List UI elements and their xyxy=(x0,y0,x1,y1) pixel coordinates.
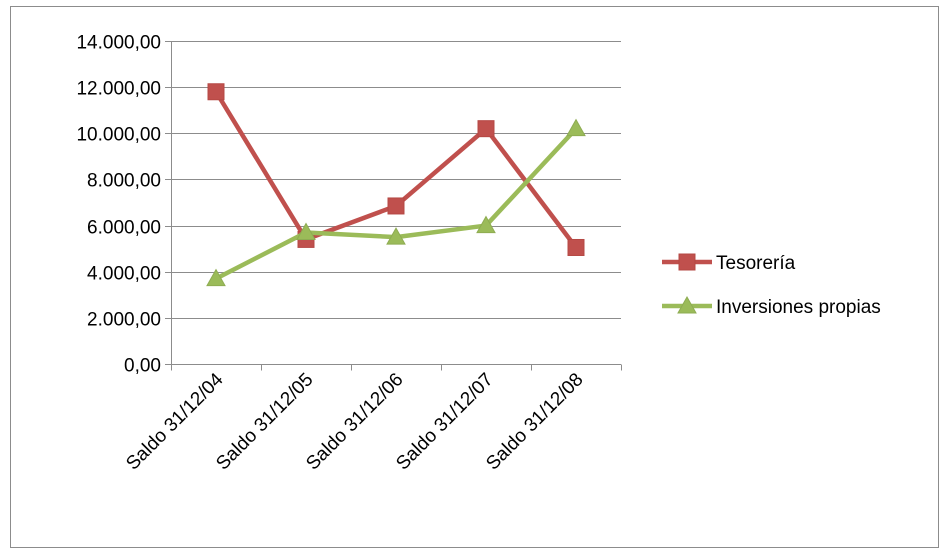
data-point-triangle xyxy=(296,222,316,240)
y-tick-label: 6.000,00 xyxy=(87,218,161,239)
x-tick-label: Saldo 31/12/07 xyxy=(392,369,497,474)
data-point-square xyxy=(387,197,405,215)
legend-item: Inversiones propias xyxy=(662,295,881,318)
y-tick-label: 10.000,00 xyxy=(76,125,161,146)
data-point-triangle xyxy=(206,268,226,287)
data-point-square xyxy=(567,238,585,256)
series xyxy=(206,83,586,287)
data-point-triangle xyxy=(566,118,586,137)
axes xyxy=(165,41,622,371)
y-tick-label: 0,00 xyxy=(124,356,161,377)
legend-marker-triangle xyxy=(677,295,697,314)
legend-label: Tesorería xyxy=(716,253,796,274)
series-tesoreria xyxy=(207,83,585,256)
y-axis-tick-labels: 0,00 2.000,00 4.000,00 6.000,00 8.000,00 10.0… xyxy=(76,33,161,377)
legend: Tesorería Inversiones propias xyxy=(662,253,881,318)
legend-item: Tesorería xyxy=(662,253,796,274)
y-tick-label: 4.000,00 xyxy=(87,264,161,285)
x-tick-label: Saldo 31/12/05 xyxy=(212,369,317,474)
data-point-square xyxy=(207,83,225,101)
data-point-triangle xyxy=(476,215,496,234)
series-line xyxy=(213,89,579,250)
y-tick-label: 8.000,00 xyxy=(87,171,161,192)
chart-frame xyxy=(10,6,939,548)
y-tick-label: 2.000,00 xyxy=(87,310,161,331)
x-tick-label: Saldo 31/12/06 xyxy=(302,369,407,474)
x-tick-label: Saldo 31/12/08 xyxy=(482,369,587,474)
series-inversiones-propias xyxy=(206,118,586,287)
y-tick-label: 14.000,00 xyxy=(76,33,161,54)
data-point-triangle xyxy=(386,227,406,245)
legend-label: Inversiones propias xyxy=(716,297,881,318)
data-point-square xyxy=(477,120,495,138)
y-tick-label: 12.000,00 xyxy=(76,79,161,100)
gridlines xyxy=(171,41,621,319)
legend-marker-square xyxy=(678,253,696,271)
